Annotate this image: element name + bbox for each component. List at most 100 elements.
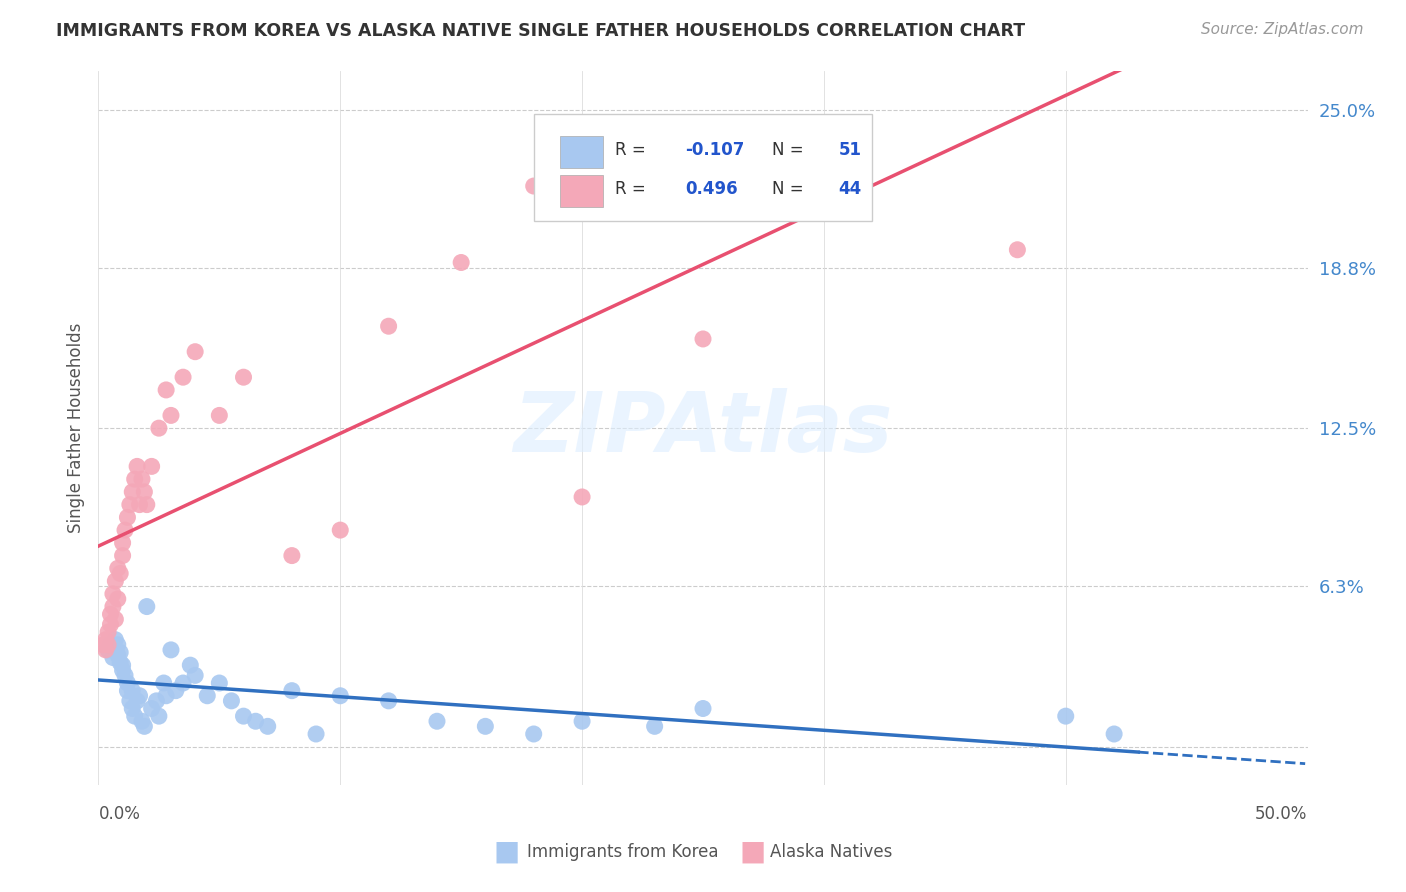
- Point: [104, 632, 127, 647]
- Point: [152, 676, 174, 690]
- Point: [160, 409, 183, 423]
- Point: [1054, 709, 1077, 723]
- Text: -0.107: -0.107: [685, 141, 744, 159]
- Point: [571, 714, 593, 729]
- Point: [148, 709, 170, 723]
- Point: [256, 719, 278, 733]
- Point: [104, 574, 127, 588]
- Point: [117, 676, 139, 690]
- Point: [114, 668, 136, 682]
- Point: [107, 648, 129, 662]
- Point: [1102, 727, 1125, 741]
- Point: [165, 683, 187, 698]
- Point: [208, 409, 231, 423]
- Text: Source: ZipAtlas.com: Source: ZipAtlas.com: [1201, 22, 1364, 37]
- Point: [134, 719, 156, 733]
- Point: [155, 689, 177, 703]
- Point: [813, 153, 835, 168]
- Text: R =: R =: [614, 180, 651, 198]
- Point: [117, 683, 139, 698]
- Point: [184, 668, 207, 682]
- Point: [148, 421, 170, 435]
- Point: [208, 676, 231, 690]
- Text: N =: N =: [772, 141, 808, 159]
- Point: [127, 459, 149, 474]
- Point: [172, 370, 194, 384]
- Point: [692, 332, 714, 346]
- Point: [135, 498, 157, 512]
- Point: [155, 383, 177, 397]
- Point: [329, 523, 352, 537]
- FancyBboxPatch shape: [561, 136, 603, 168]
- Y-axis label: Single Father Households: Single Father Households: [66, 323, 84, 533]
- Point: [107, 591, 129, 606]
- Point: [145, 694, 167, 708]
- Point: [101, 587, 124, 601]
- Text: R =: R =: [614, 141, 651, 159]
- Point: [94, 643, 117, 657]
- Text: ZIPAtlas: ZIPAtlas: [513, 388, 893, 468]
- Point: [121, 683, 143, 698]
- Point: [232, 709, 254, 723]
- Point: [111, 658, 134, 673]
- Point: [100, 638, 122, 652]
- Point: [426, 714, 449, 729]
- Point: [245, 714, 267, 729]
- Point: [329, 689, 352, 703]
- Point: [97, 643, 120, 657]
- Point: [118, 498, 141, 512]
- Point: [117, 510, 139, 524]
- Point: [100, 617, 122, 632]
- Point: [124, 472, 146, 486]
- Point: [97, 625, 120, 640]
- Point: [111, 536, 134, 550]
- Point: [131, 714, 153, 729]
- Point: [114, 523, 136, 537]
- Point: [135, 599, 157, 614]
- Point: [184, 344, 207, 359]
- Text: 50.0%: 50.0%: [1256, 805, 1308, 823]
- Point: [131, 472, 153, 486]
- Point: [128, 498, 150, 512]
- Point: [108, 656, 131, 670]
- Point: [101, 650, 124, 665]
- Point: [377, 694, 399, 708]
- Point: [91, 638, 114, 652]
- Point: [377, 319, 399, 334]
- Point: [94, 632, 117, 647]
- Text: ■: ■: [494, 838, 519, 866]
- Point: [124, 709, 146, 723]
- Point: [111, 663, 134, 677]
- Point: [1007, 243, 1029, 257]
- Point: [97, 638, 120, 652]
- Point: [232, 370, 254, 384]
- FancyBboxPatch shape: [534, 114, 872, 221]
- Text: 0.496: 0.496: [685, 180, 738, 198]
- Point: [172, 676, 194, 690]
- Point: [134, 484, 156, 499]
- Text: 51: 51: [838, 141, 862, 159]
- Point: [195, 689, 218, 703]
- Point: [281, 683, 304, 698]
- Text: Immigrants from Korea: Immigrants from Korea: [527, 843, 718, 861]
- Text: 0.0%: 0.0%: [98, 805, 141, 823]
- Point: [118, 694, 141, 708]
- Point: [571, 490, 593, 504]
- FancyBboxPatch shape: [561, 175, 603, 207]
- Text: IMMIGRANTS FROM KOREA VS ALASKA NATIVE SINGLE FATHER HOUSEHOLDS CORRELATION CHAR: IMMIGRANTS FROM KOREA VS ALASKA NATIVE S…: [56, 22, 1025, 40]
- Point: [128, 689, 150, 703]
- Point: [692, 701, 714, 715]
- Point: [141, 459, 163, 474]
- Point: [281, 549, 304, 563]
- Point: [160, 643, 183, 657]
- Point: [104, 643, 127, 657]
- Text: Alaska Natives: Alaska Natives: [770, 843, 893, 861]
- Point: [121, 484, 143, 499]
- Point: [305, 727, 328, 741]
- Point: [523, 727, 546, 741]
- Point: [450, 255, 472, 269]
- Point: [111, 549, 134, 563]
- Point: [179, 658, 201, 673]
- Point: [101, 599, 124, 614]
- Text: N =: N =: [772, 180, 808, 198]
